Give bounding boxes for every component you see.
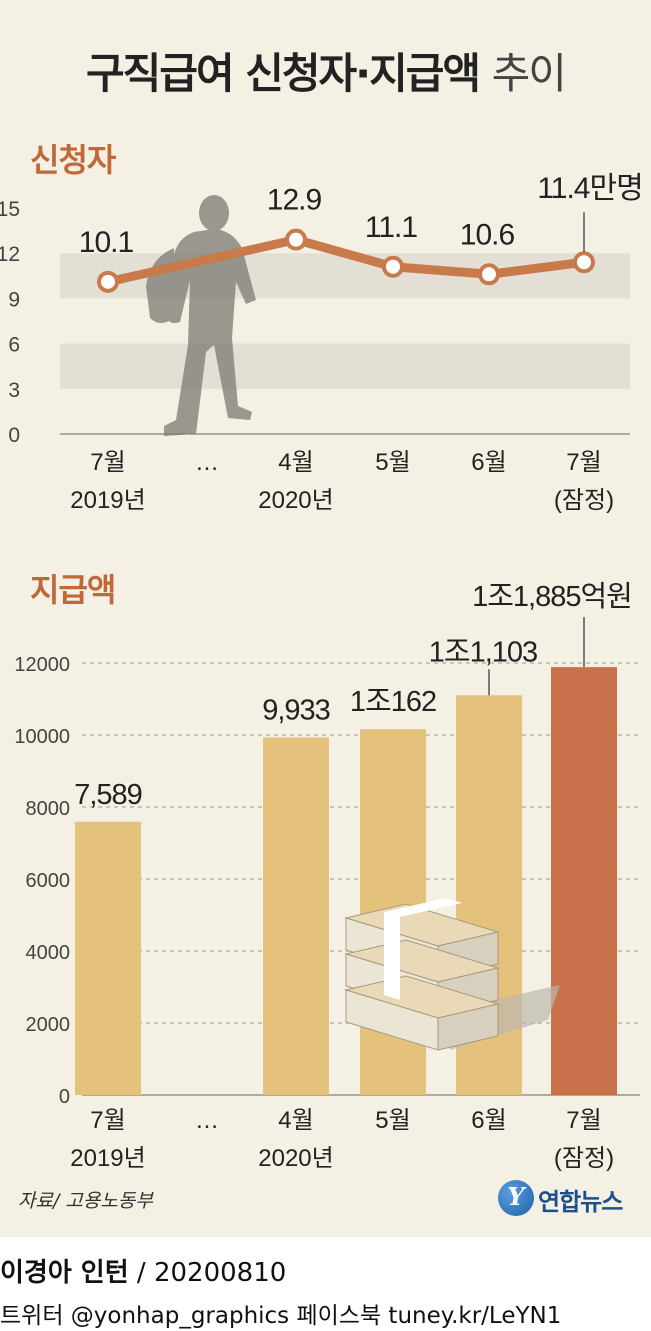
charts-canvas: 0 3 6 9 12 15 10.1 12.9 11.1 10.6 11.4만명 7월 2019년 … 4월… [0,172,644,1172]
job-seeker-silhouette-icon [146,195,256,436]
payments-x-sublabel-0: 2019년 [70,1145,145,1172]
globe-icon: Y [498,1180,534,1216]
applicants-x-sublabel-5: (잠정) [554,487,614,514]
source-note: 자료/ 고용노동부 [18,1190,153,1212]
applicants-data-label: 12.9 [267,184,322,217]
payments-bar-chart: 0 2000 4000 6000 8000 10000 12000 7,589 9,933 1조1… [14,581,640,1172]
payment-data-label: 7,589 [74,779,142,811]
applicants-data-label: 11.1 [365,211,417,244]
applicants-x-label-2: 4월 [278,449,313,476]
applicants-x-sublabel-0: 2019년 [70,487,145,514]
y-tick-label: 0 [59,1086,70,1108]
payment-data-label: 9,933 [262,694,330,726]
applicants-point [382,255,404,278]
payment-bar [75,821,141,1095]
payment-data-label: 1조162 [350,686,436,718]
payment-bar [551,667,617,1095]
applicants-point [285,228,307,251]
yonhap-logo: Y 연합뉴스 [498,1180,638,1222]
payments-chart-title: 지급액 [30,571,116,609]
grid-band [60,343,630,389]
credit-author: 이경아 인턴 [0,1258,129,1288]
y-tick-label: 2000 [26,1014,71,1036]
payments-x-label-4: 6월 [471,1107,506,1134]
y-tick-label: 12000 [14,654,70,676]
y-tick-label: 6 [8,334,20,357]
y-tick-label: 0 [8,424,20,447]
y-tick-label: 6000 [26,870,71,892]
applicants-x-label-4: 6월 [471,449,506,476]
silhouette-body [164,229,256,436]
main-title: 구직급여 신청자·지급액 추이 [86,49,567,98]
payments-x-label-5: 7월 [566,1107,601,1134]
y-tick-label: 4000 [26,942,71,964]
applicants-chart-title: 신청자 [30,141,116,179]
silhouette-head [199,195,229,231]
applicants-data-label: 10.1 [79,226,134,259]
credit-line: 이경아 인턴 / 20200810 [0,1252,286,1289]
social-links: 트위터 @yonhap_graphics 페이스북 tuney.kr/LeYN1 [0,1303,562,1329]
applicants-line-chart: 0 3 6 9 12 15 10.1 12.9 11.1 10.6 11.4만명 7월 2019년 … 4월… [0,172,644,514]
applicants-x-label-5: 7월 [566,449,601,476]
payment-bar [263,737,329,1095]
y-tick-label: 10000 [14,726,70,748]
applicants-data-label: 11.4만명 [537,172,642,205]
applicants-point [478,263,500,286]
credit-date: / 20200810 [136,1258,287,1288]
y-tick-label: 8000 [26,798,71,820]
payments-x-label-3: 5월 [375,1107,410,1134]
y-tick-label: 9 [8,288,20,311]
money-band [384,912,400,1000]
payments-x-label-0: 7월 [90,1107,125,1134]
applicants-x-label-1: … [195,449,219,476]
applicants-x-sublabel-2: 2020년 [258,487,333,514]
payments-x-sublabel-5: (잠정) [554,1145,614,1172]
y-tick-label: 3 [8,379,20,402]
applicants-x-label-3: 5월 [375,449,410,476]
y-tick-label: 15 [0,198,20,221]
money-stack-icon [344,898,560,1051]
logo-text: 연합뉴스 [538,1188,623,1216]
payments-x-label-2: 4월 [278,1107,313,1134]
money-band-top [384,898,462,917]
payment-data-label: 1조1,885억원 [472,581,632,613]
y-tick-label: 12 [0,243,20,266]
applicants-point [97,270,119,293]
payment-data-label: 1조1,103 [429,636,537,668]
bill-end [437,1003,499,1051]
applicants-data-label: 10.6 [460,218,515,251]
payments-x-label-1: … [195,1107,219,1134]
payments-x-sublabel-2: 2020년 [258,1145,333,1172]
applicants-x-label-0: 7월 [90,449,125,476]
applicants-point [573,251,595,274]
